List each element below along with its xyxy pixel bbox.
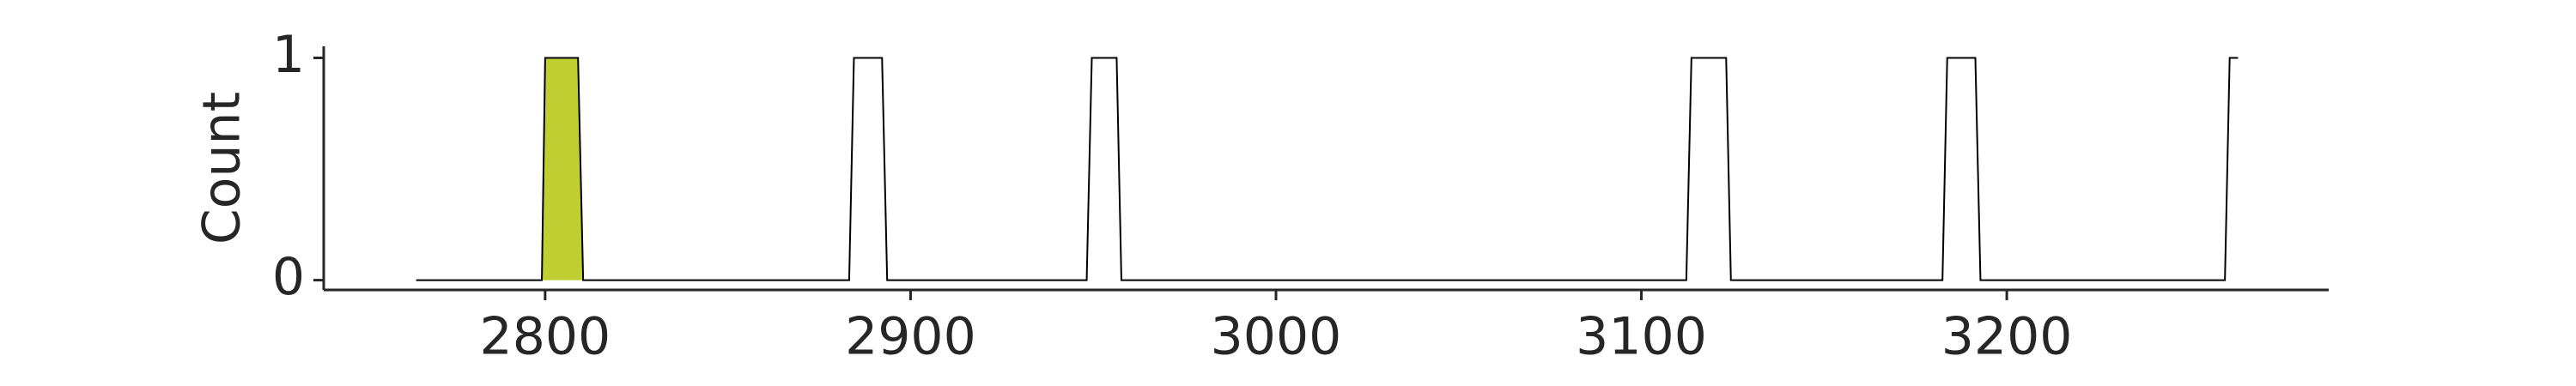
x-tick-label: 3000 <box>1211 307 1342 367</box>
x-tick-label: 3200 <box>1941 307 2073 367</box>
y-tick-label: 0 <box>272 247 305 307</box>
y-tick-label: 1 <box>272 25 305 85</box>
y-axis-label: Count <box>192 92 252 244</box>
line <box>416 57 2239 281</box>
x-tick-label: 3100 <box>1576 307 1707 367</box>
area <box>542 57 584 280</box>
x-tick-label: 2800 <box>480 307 611 367</box>
x-tick-label: 2900 <box>845 307 976 367</box>
